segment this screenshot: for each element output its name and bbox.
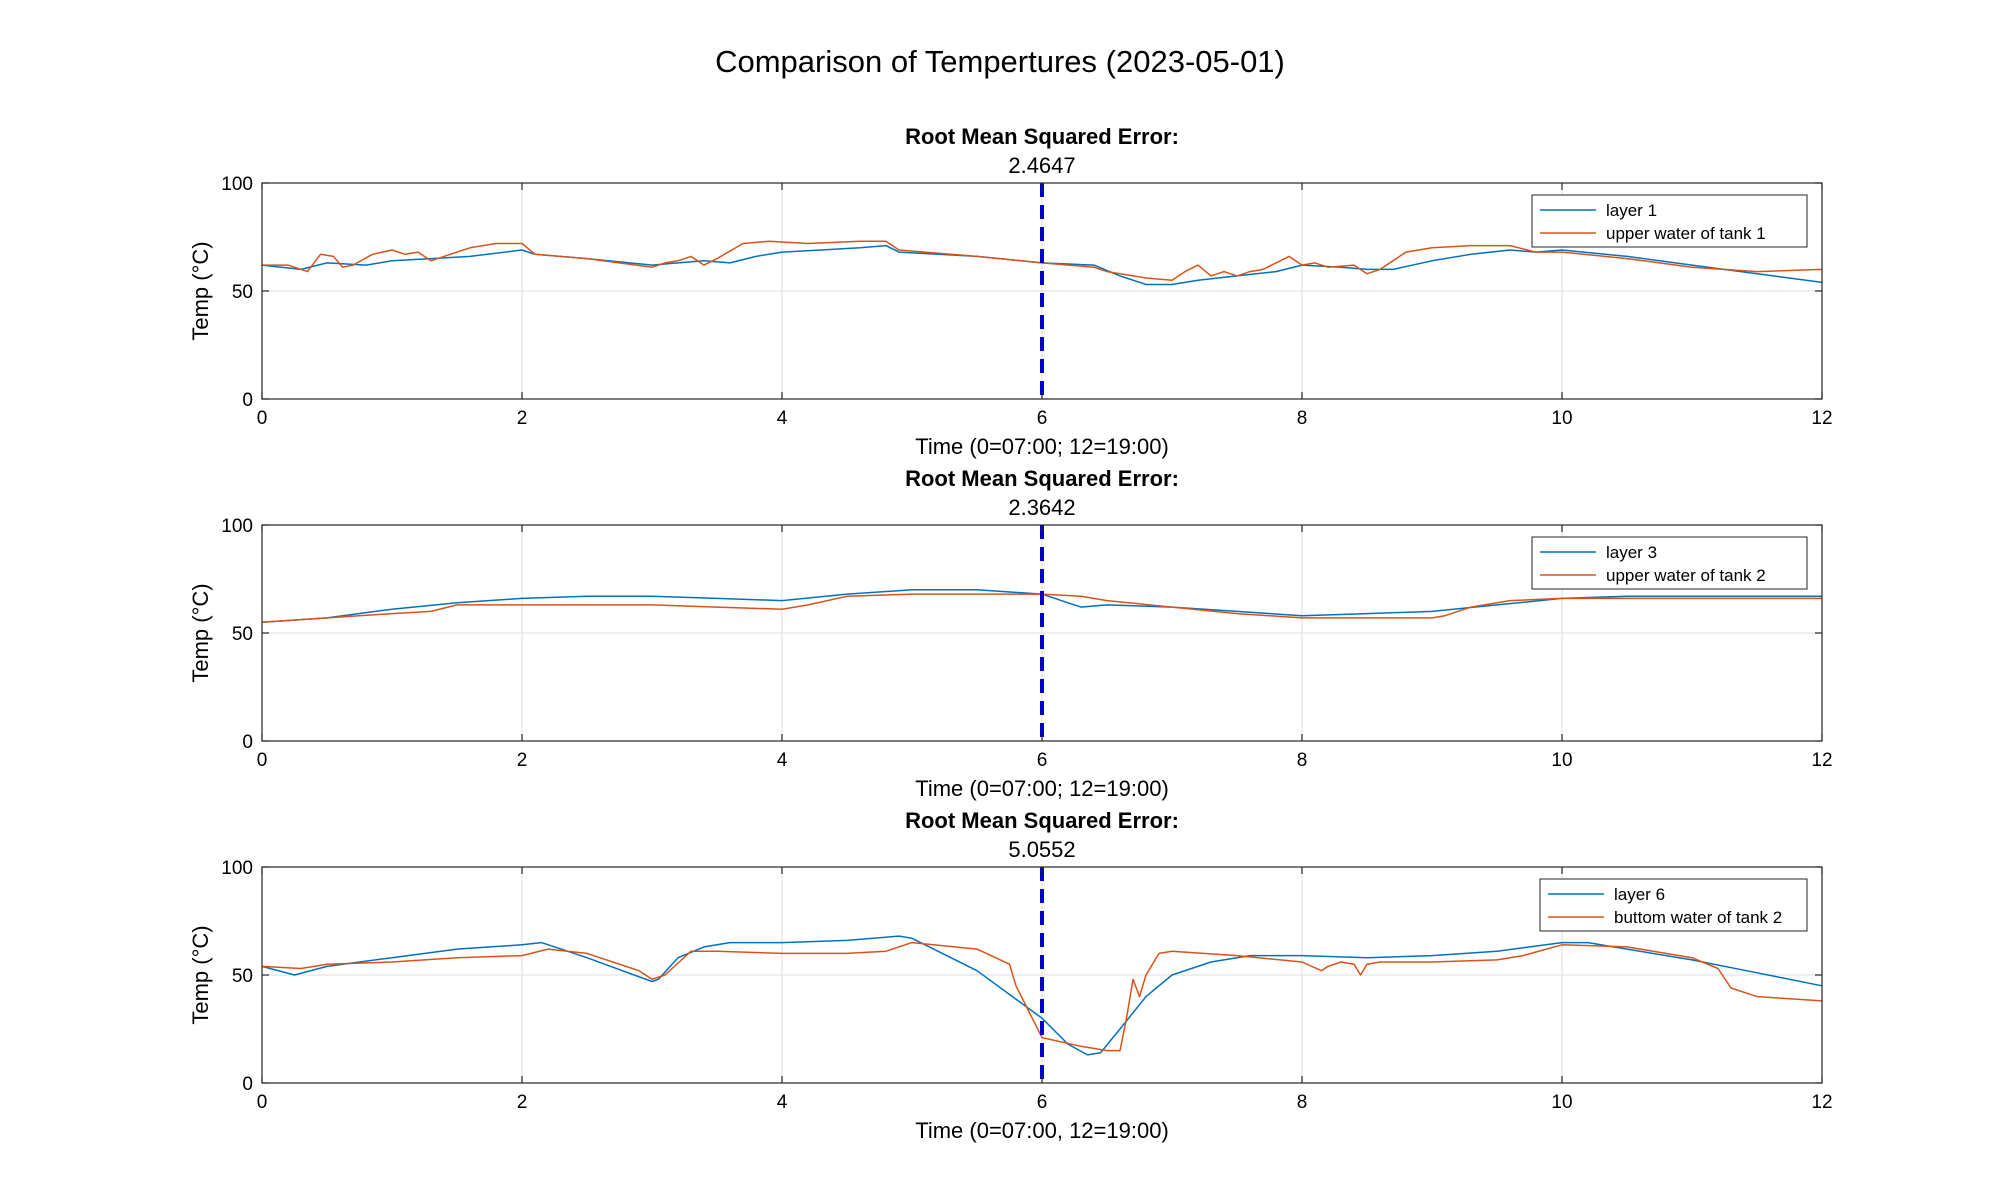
- legend: layer 6 buttom water of tank 2: [1539, 878, 1808, 932]
- x-tick-label: 6: [1037, 408, 1048, 429]
- x-tick-label: 12: [1811, 750, 1832, 771]
- legend-entry-2: upper water of tank 1: [1606, 224, 1766, 243]
- x-tick-label: 2: [517, 408, 528, 429]
- x-tick-label: 12: [1811, 408, 1832, 429]
- legend-box: [1531, 194, 1808, 248]
- y-tick-label: 0: [242, 732, 253, 753]
- subplot-2: Root Mean Squared Error: 2.3642 0 2 4 6 8 10 12 0…: [188, 466, 1833, 801]
- x-tick-label: 10: [1551, 750, 1572, 771]
- x-tick-label: 10: [1551, 1092, 1572, 1113]
- figure-title: Comparison of Tempertures (2023-05-01): [715, 44, 1285, 79]
- y-tick-label: 50: [232, 282, 253, 303]
- y-axis-label: Temp (°C): [188, 583, 213, 682]
- y-tick-label: 0: [242, 1074, 253, 1095]
- series-line-1: [261, 935, 1823, 1056]
- y-tick-label: 100: [221, 858, 253, 879]
- legend-entry-1: layer 3: [1606, 543, 1657, 562]
- series-line-2: [262, 240, 1823, 281]
- legend-entry-1: layer 1: [1606, 201, 1657, 220]
- y-axis-label: Temp (°C): [188, 241, 213, 340]
- legend-box: [1539, 878, 1808, 932]
- subplot-title: Root Mean Squared Error:: [905, 466, 1179, 491]
- x-axis-label: Time (0=07:00; 12=19:00): [915, 434, 1169, 459]
- y-tick-label: 100: [221, 516, 253, 537]
- rmse-value: 2.4647: [1008, 153, 1075, 178]
- legend-entry-2: upper water of tank 2: [1606, 566, 1766, 585]
- subplot-title: Root Mean Squared Error:: [905, 124, 1179, 149]
- x-tick-label: 2: [517, 1092, 528, 1113]
- x-tick-label: 8: [1297, 408, 1308, 429]
- x-tick-label: 12: [1811, 1092, 1832, 1113]
- x-tick-label: 4: [777, 408, 788, 429]
- x-tick-label: 10: [1551, 408, 1572, 429]
- x-tick-label: 2: [517, 750, 528, 771]
- y-tick-label: 50: [232, 966, 253, 987]
- rmse-value: 2.3642: [1008, 495, 1075, 520]
- legend-entry-1: layer 6: [1614, 885, 1665, 904]
- legend: layer 1 upper water of tank 1: [1531, 194, 1808, 248]
- subplot-3: Root Mean Squared Error: 5.0552 0 2 4 6 8 10 12 0…: [188, 808, 1833, 1143]
- x-tick-label: 8: [1297, 750, 1308, 771]
- y-tick-label: 50: [232, 624, 253, 645]
- x-axis-label: Time (0=07:00; 12=19:00): [915, 776, 1169, 801]
- x-axis-label: Time (0=07:00, 12=19:00): [915, 1118, 1169, 1143]
- legend: layer 3 upper water of tank 2: [1531, 536, 1808, 590]
- legend-entry-2: buttom water of tank 2: [1614, 908, 1782, 927]
- x-tick-label: 8: [1297, 1092, 1308, 1113]
- x-tick-label: 0: [257, 1092, 268, 1113]
- x-tick-label: 6: [1037, 750, 1048, 771]
- series-line-2: [261, 593, 1822, 623]
- y-axis-label: Temp (°C): [188, 925, 213, 1024]
- rmse-value: 5.0552: [1008, 837, 1075, 862]
- subplot-title: Root Mean Squared Error:: [905, 808, 1179, 833]
- x-tick-label: 4: [777, 1092, 788, 1113]
- x-tick-label: 0: [257, 408, 268, 429]
- x-tick-label: 0: [257, 750, 268, 771]
- x-tick-label: 4: [777, 750, 788, 771]
- subplot-1: Root Mean Squared Error: 2.4647 0 2 4 6 8 10 12 0…: [188, 124, 1833, 459]
- x-tick-label: 6: [1037, 1092, 1048, 1113]
- series-line-1: [261, 589, 1822, 623]
- legend-box: [1531, 536, 1808, 590]
- y-tick-label: 100: [221, 174, 253, 195]
- y-tick-label: 0: [242, 390, 253, 411]
- series-line-2: [261, 941, 1823, 1052]
